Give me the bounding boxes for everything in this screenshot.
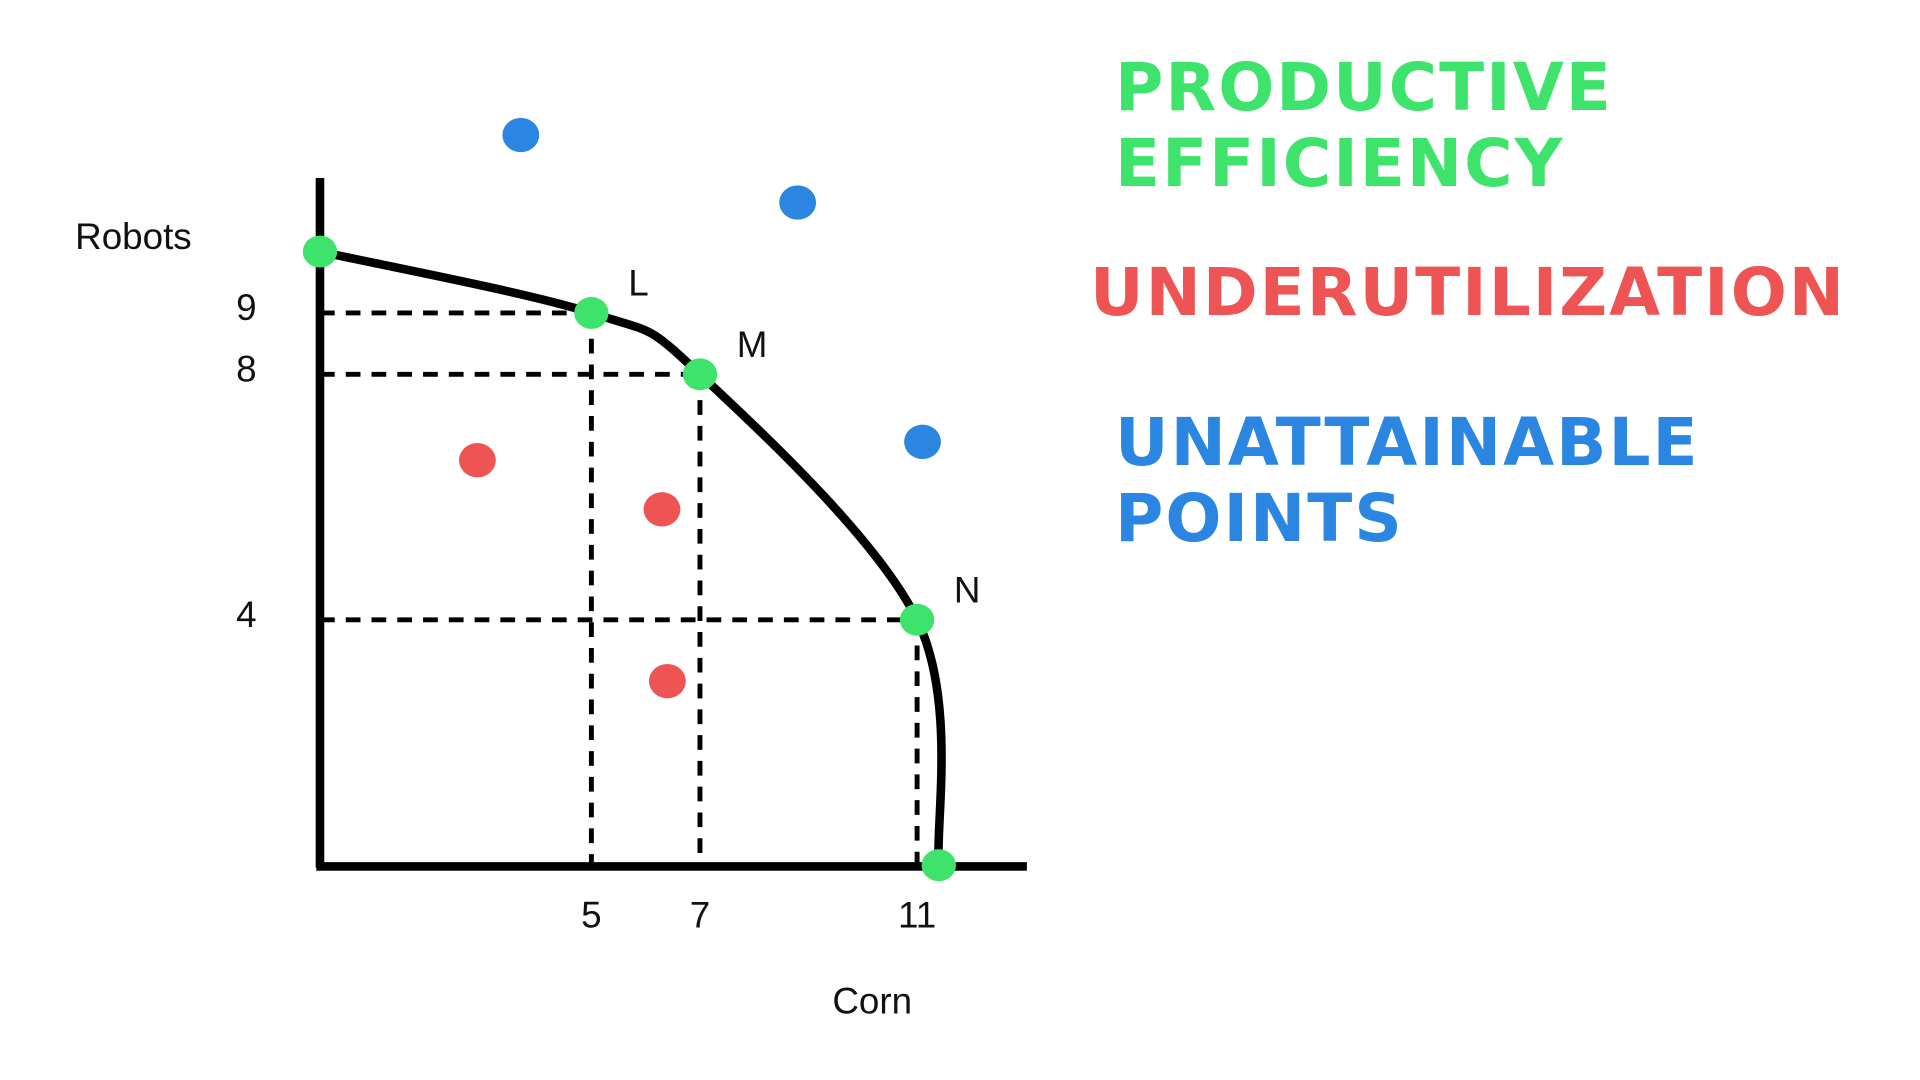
point (904, 424, 941, 459)
point (682, 358, 718, 391)
y-tick-label: 4 (236, 594, 256, 635)
legend-entry: UNATTAINABLE POINTS (1115, 404, 1700, 557)
legend-entry: PRODUCTIVE EFFICIENCY (1115, 49, 1613, 202)
legend-entry: UNDERUTILIZATION (1090, 254, 1847, 331)
y-axis-label: Robots (75, 216, 192, 257)
x-tick-label: 5 (581, 895, 601, 936)
point (921, 849, 956, 882)
x-tick-label: 11 (898, 895, 936, 936)
point (899, 603, 935, 636)
point (643, 492, 681, 527)
point (648, 663, 686, 699)
ppf-curve (319, 247, 946, 866)
point-label: L (628, 263, 648, 304)
point-label: M (737, 324, 768, 365)
x-tick-label: 7 (690, 895, 710, 936)
x-axis-label: Corn (832, 981, 912, 1022)
point (574, 297, 609, 329)
point (302, 235, 338, 268)
point (779, 185, 817, 220)
point-label: N (954, 569, 981, 610)
y-tick-label: 8 (236, 349, 256, 390)
y-tick-label: 9 (236, 287, 256, 328)
point (502, 117, 540, 153)
point (458, 443, 496, 478)
